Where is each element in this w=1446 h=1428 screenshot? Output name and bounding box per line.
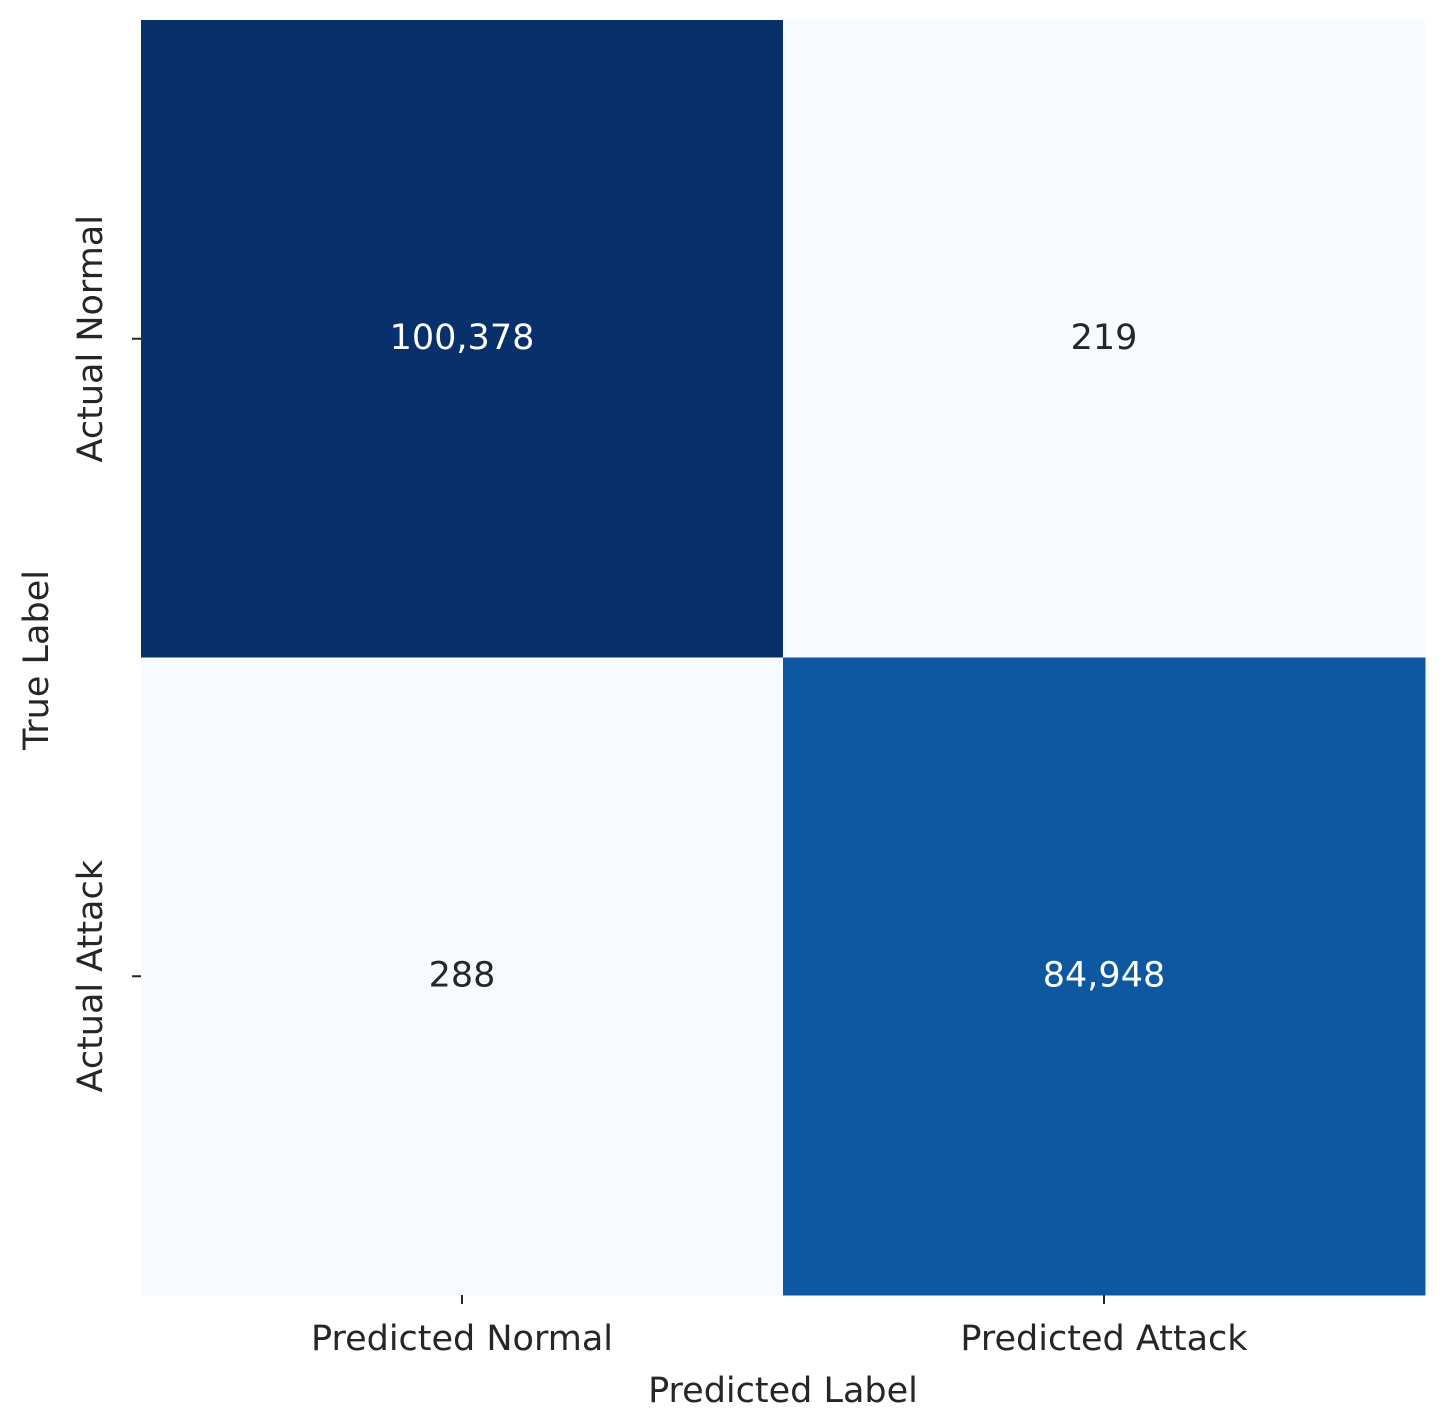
heatmap-cell bbox=[141, 20, 784, 658]
x-tick-label: Predicted Normal bbox=[311, 1319, 613, 1359]
x-axis-label: Predicted Label bbox=[648, 1371, 918, 1411]
y-axis-label: True Label bbox=[17, 570, 57, 751]
value-label: 100,378 bbox=[390, 318, 535, 358]
heatmap-cell bbox=[141, 657, 784, 1296]
x-tick-label: Predicted Attack bbox=[960, 1319, 1248, 1359]
y-tick-label: Actual Normal bbox=[71, 215, 111, 462]
heatmap-cell bbox=[783, 20, 1426, 658]
value-label: 288 bbox=[429, 955, 496, 995]
value-label: 219 bbox=[1071, 318, 1138, 358]
heatmap-cell bbox=[783, 657, 1426, 1296]
value-label: 84,948 bbox=[1043, 955, 1165, 995]
y-tick-label: Actual Attack bbox=[71, 859, 111, 1092]
